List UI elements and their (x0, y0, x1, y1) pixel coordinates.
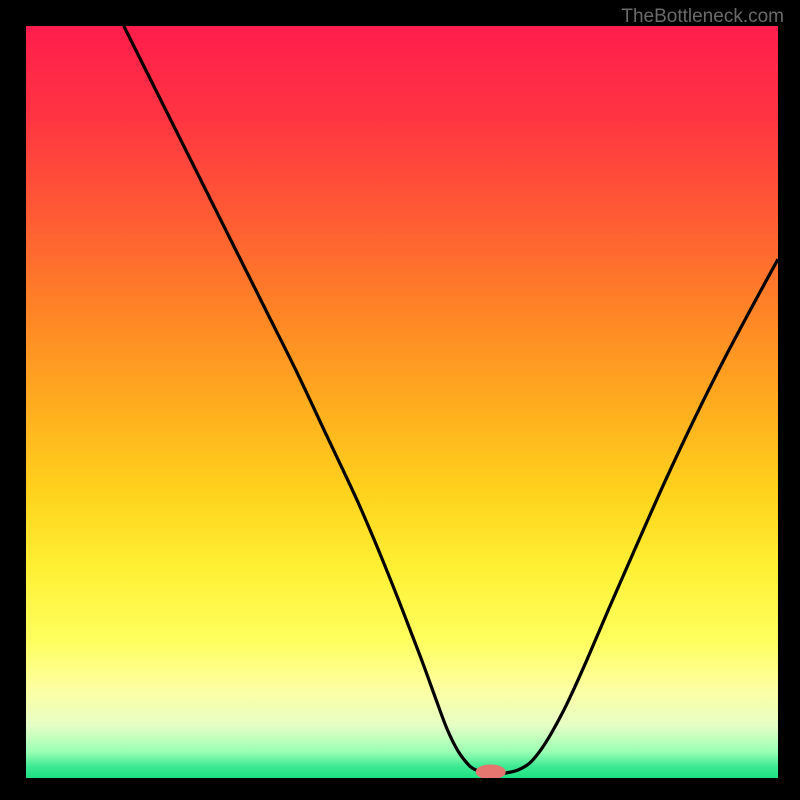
bottleneck-curve (26, 26, 778, 778)
chart-container: TheBottleneck.com (0, 0, 800, 800)
optimal-marker (476, 764, 506, 778)
plot-area (26, 26, 778, 778)
watermark-text: TheBottleneck.com (621, 6, 784, 28)
